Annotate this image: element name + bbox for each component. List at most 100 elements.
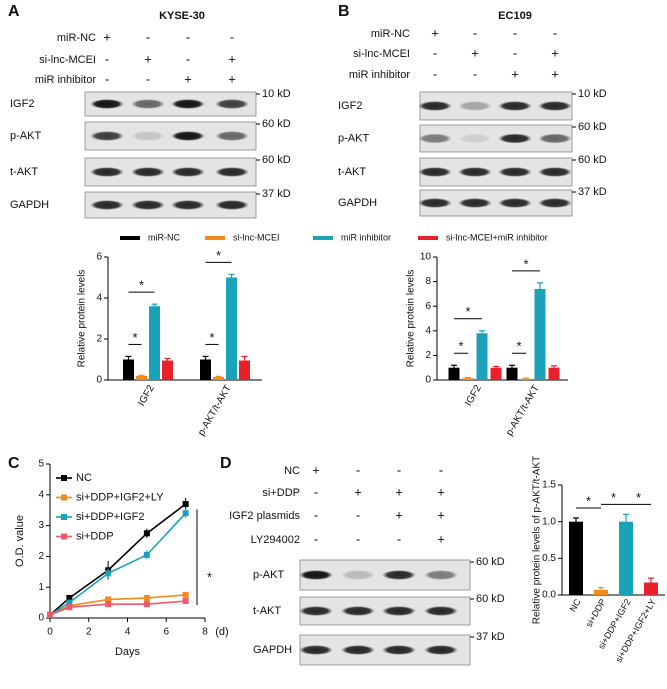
significance-label: * <box>209 330 214 345</box>
bar <box>548 367 560 380</box>
condition-sign: - <box>356 531 360 546</box>
bar <box>594 589 608 595</box>
condition-label: LY294002 <box>251 534 300 546</box>
bar <box>123 359 134 380</box>
condition-sign: + <box>354 484 362 499</box>
legend-marker <box>61 494 67 501</box>
condition-sign: - <box>146 71 150 86</box>
condition-sign: - <box>105 51 109 66</box>
condition-sign: - <box>314 484 318 499</box>
condition-sign: + <box>144 51 152 66</box>
condition-sign: - <box>473 25 477 40</box>
bar <box>476 333 488 380</box>
blot-label: IGF2 <box>338 100 362 112</box>
condition-sign: - <box>433 45 437 60</box>
y-tick-label: 0.0 <box>542 590 556 601</box>
condition-label: si+DDP <box>262 487 300 499</box>
panel-label: C <box>8 455 20 472</box>
blot-band <box>458 101 492 111</box>
bar <box>619 521 633 595</box>
condition-sign: + <box>228 51 236 66</box>
legend-label: si+DDP+IGF2+LY <box>76 491 164 503</box>
y-tick-label: 6 <box>425 301 431 312</box>
blot-band <box>131 99 165 109</box>
panel-title: KYSE-30 <box>159 10 205 22</box>
condition-sign: + <box>551 45 559 60</box>
blot-label: t-AKT <box>253 605 281 617</box>
blot-band <box>341 606 375 616</box>
legend-marker <box>61 475 67 481</box>
condition-sign: - <box>473 66 477 81</box>
condition-sign: - <box>314 507 318 522</box>
condition-sign: - <box>439 462 443 477</box>
blot-label: GAPDH <box>338 197 377 209</box>
condition-sign: - <box>397 462 401 477</box>
x-tick-label: 2 <box>86 627 92 638</box>
legend-label: si+DDP <box>76 530 114 542</box>
legend-label: NC <box>76 472 92 484</box>
significance-label: * <box>465 304 470 319</box>
condition-label: si-lnc-MCEI <box>353 48 410 60</box>
size-label: 60 kD <box>476 556 505 568</box>
condition-sign: - <box>356 507 360 522</box>
size-label: 10 kD <box>578 88 607 100</box>
blot-band <box>90 200 124 210</box>
blot-band <box>418 198 452 208</box>
marker <box>143 551 150 558</box>
y-tick-label: 6 <box>96 252 102 263</box>
marker <box>143 601 150 608</box>
y-axis-label: Relative protein levels <box>406 270 417 368</box>
marker <box>47 611 53 618</box>
blot-band <box>498 101 532 111</box>
condition-sign: - <box>397 531 401 546</box>
size-label: 60 kD <box>476 593 505 605</box>
blot-label: IGF2 <box>10 98 34 110</box>
condition-sign: + <box>551 66 559 81</box>
size-label: 60 kD <box>262 118 291 130</box>
condition-sign: - <box>513 45 517 60</box>
bar <box>520 378 532 380</box>
condition-sign: + <box>437 531 445 546</box>
blot-band <box>424 645 458 655</box>
condition-label: si-lnc-MCEI <box>39 54 96 66</box>
condition-sign: - <box>314 531 318 546</box>
y-tick-label: 0 <box>38 613 44 624</box>
blot-label: t-AKT <box>338 166 366 178</box>
condition-sign: - <box>105 71 109 86</box>
significance-label: * <box>586 493 591 508</box>
significance-label: * <box>516 339 521 354</box>
x-tick-label: p-AKT/t-AKT <box>196 383 234 438</box>
y-tick-label: 1.5 <box>542 480 556 491</box>
blot-band <box>171 200 205 210</box>
x-tick-label: 6 <box>163 627 169 638</box>
x-tick-label: 0 <box>47 627 53 638</box>
y-axis-label: Relative protein levels <box>77 270 88 368</box>
marker <box>182 591 189 598</box>
blot-band <box>538 133 572 144</box>
x-axis-unit: (d) <box>215 626 228 638</box>
condition-sign: - <box>146 29 150 44</box>
significance-label: * <box>636 490 641 505</box>
size-label: 10 kD <box>262 88 291 100</box>
condition-label: IGF2 plasmids <box>229 510 300 522</box>
panel-label: A <box>8 3 20 20</box>
bar <box>149 306 160 380</box>
blot-label: t-AKT <box>10 166 38 178</box>
marker <box>66 599 73 606</box>
x-axis-label: Days <box>115 646 141 658</box>
y-tick-label: 0 <box>425 375 431 386</box>
marker <box>66 594 73 601</box>
condition-sign: + <box>228 71 236 86</box>
condition-sign: - <box>356 462 360 477</box>
marker <box>182 501 189 508</box>
size-label: 60 kD <box>578 154 607 166</box>
x-tick-label: NC <box>568 597 583 614</box>
blot-band <box>341 645 375 655</box>
marker <box>182 598 189 605</box>
condition-sign: + <box>184 71 192 86</box>
size-label: 37 kD <box>578 186 607 198</box>
condition-label: miR-NC <box>371 28 410 40</box>
condition-label: miR inhibitor <box>35 74 96 86</box>
blot-band <box>382 570 416 580</box>
